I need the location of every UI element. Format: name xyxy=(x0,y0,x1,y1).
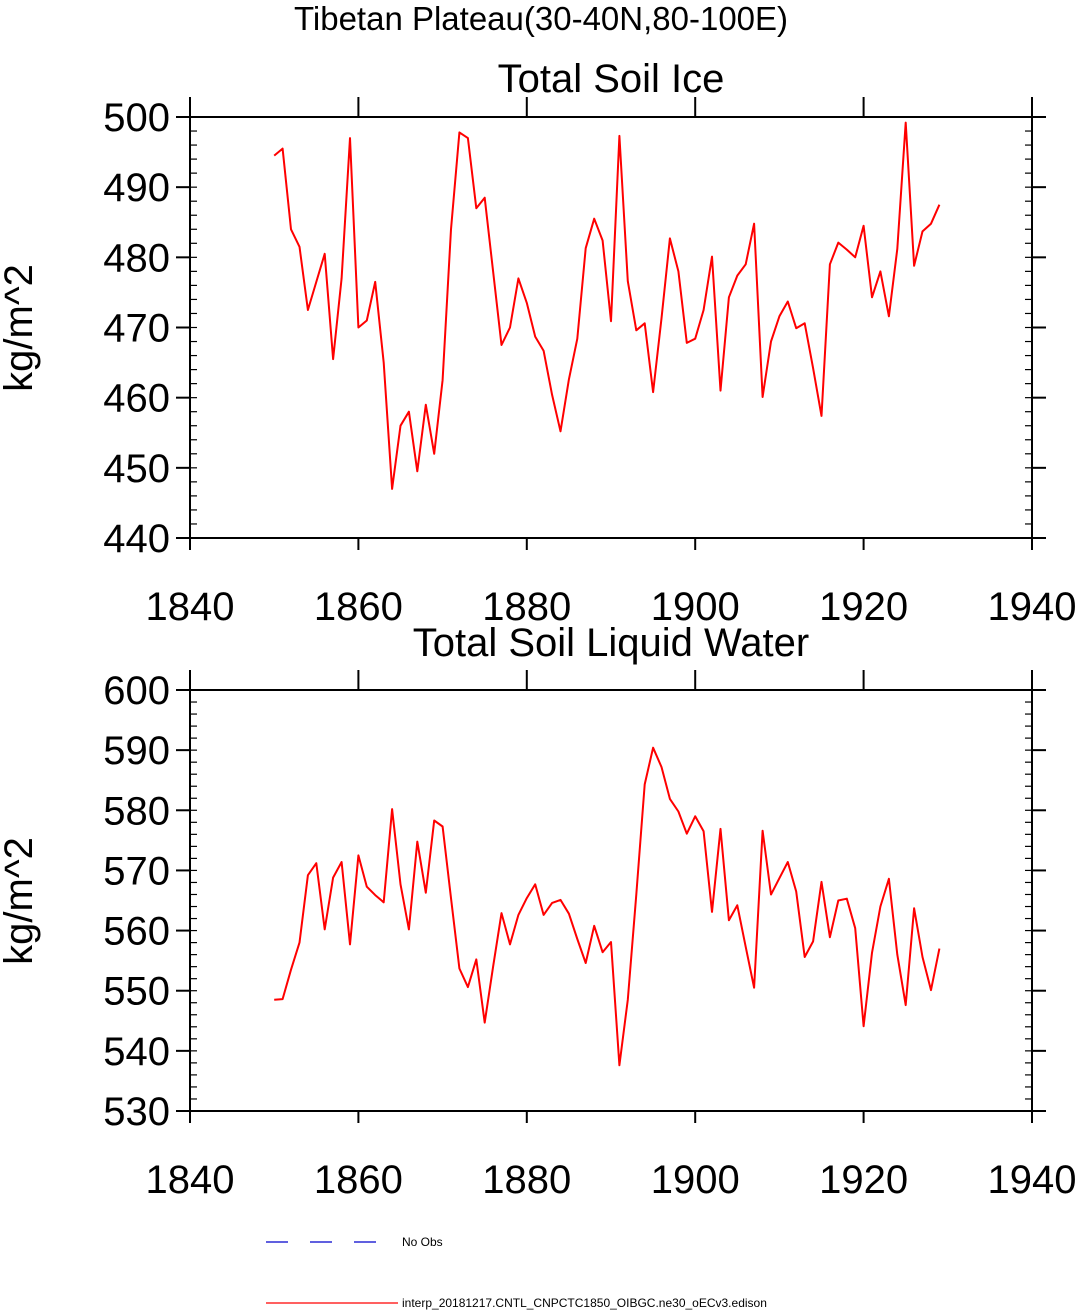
legend-label-no-obs: No Obs xyxy=(402,1235,443,1249)
y-tick-label: 580 xyxy=(103,789,170,833)
x-tick-label: 1860 xyxy=(314,1158,403,1202)
panel-total-soil-liquid-water: Total Soil Liquid Water kg/m^2 530 540 550… xyxy=(0,621,1076,1202)
panel-total-soil-ice: Total Soil Ice kg/m^2 440 450 460 470 480 490… xyxy=(0,57,1076,629)
x-tick-label: 1840 xyxy=(146,585,235,629)
x-ticks: 1840 1860 1880 1900 1920 1940 xyxy=(146,97,1077,629)
figure-title: Tibetan Plateau(30-40N,80-100E) xyxy=(294,0,788,37)
legend: No Obs interp_20181217.CNTL_CNPCTC1850_O… xyxy=(266,1235,767,1310)
x-tick-label: 1940 xyxy=(988,585,1077,629)
x-tick-label: 1900 xyxy=(651,1158,740,1202)
y-axis-label: kg/m^2 xyxy=(0,837,41,965)
x-tick-label: 1880 xyxy=(482,1158,571,1202)
y-tick-label: 490 xyxy=(103,166,170,210)
y-ticks: 530 540 550 560 570 580 590 600 xyxy=(103,669,1046,1134)
x-tick-label: 1900 xyxy=(651,585,740,629)
y-tick-label: 550 xyxy=(103,970,170,1014)
x-tick-label: 1860 xyxy=(314,585,403,629)
plot-frame xyxy=(189,689,1033,1112)
y-tick-label: 590 xyxy=(103,729,170,773)
chart-title: Total Soil Liquid Water xyxy=(413,621,809,665)
y-ticks: 440 450 460 470 480 490 500 xyxy=(103,96,1046,561)
y-tick-label: 560 xyxy=(103,910,170,954)
y-tick-label: 470 xyxy=(103,307,170,351)
chart-title: Total Soil Ice xyxy=(498,57,725,101)
y-tick-label: 540 xyxy=(103,1030,170,1074)
y-tick-label: 450 xyxy=(103,447,170,491)
y-tick-label: 500 xyxy=(103,96,170,140)
y-axis-label: kg/m^2 xyxy=(0,264,41,392)
x-tick-label: 1920 xyxy=(819,1158,908,1202)
x-tick-label: 1920 xyxy=(819,585,908,629)
data-series xyxy=(274,746,941,1067)
y-tick-label: 460 xyxy=(103,377,170,421)
plot-frame xyxy=(189,116,1033,539)
legend-label-model: interp_20181217.CNTL_CNPCTC1850_OIBGC.ne… xyxy=(402,1296,767,1310)
series-line xyxy=(274,746,941,1067)
y-tick-label: 570 xyxy=(103,849,170,893)
y-tick-label: 600 xyxy=(103,669,170,713)
series-line xyxy=(273,121,941,490)
y-tick-label: 440 xyxy=(103,517,170,561)
y-tick-label: 480 xyxy=(103,236,170,280)
x-tick-label: 1880 xyxy=(482,585,571,629)
y-tick-label: 530 xyxy=(103,1090,170,1134)
x-tick-label: 1940 xyxy=(988,1158,1077,1202)
x-tick-label: 1840 xyxy=(146,1158,235,1202)
x-ticks: 1840 1860 1880 1900 1920 1940 xyxy=(146,670,1077,1202)
data-series xyxy=(273,121,941,490)
